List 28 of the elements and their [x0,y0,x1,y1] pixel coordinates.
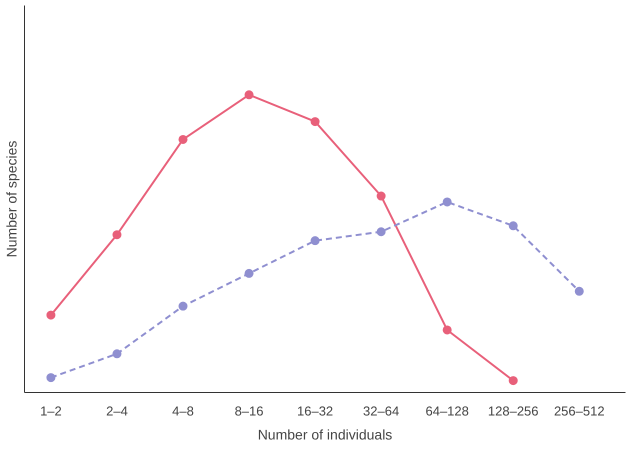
y-axis-title: Number of species [4,140,20,258]
point [46,373,56,382]
point [244,268,254,278]
point [112,349,122,358]
point [178,302,188,311]
point [376,192,386,201]
point [310,117,320,126]
x-tick-label: 256–512 [554,404,605,418]
x-tick-label: 32–64 [363,404,400,418]
point [112,230,122,240]
x-tick-label: 4–8 [172,404,194,418]
point [46,310,56,320]
point [574,286,584,296]
point [310,236,320,246]
point [442,325,452,334]
x-tick-label: 16–32 [297,404,334,418]
point [508,221,518,230]
point [376,227,386,236]
x-tick-label: 64–128 [425,404,469,418]
point [508,376,518,386]
x-axis-title: Number of individuals [258,426,392,442]
point [442,197,452,206]
x-tick-label: 8–16 [234,404,264,418]
point [178,134,188,144]
point [244,90,254,100]
x-tick-label: 2–4 [106,404,128,418]
x-tick-label: 128–256 [488,404,539,418]
x-tick-label: 1–2 [40,404,62,418]
